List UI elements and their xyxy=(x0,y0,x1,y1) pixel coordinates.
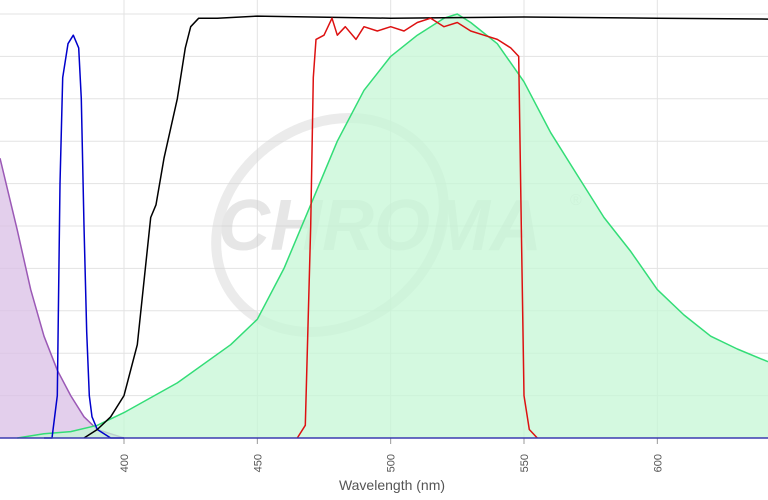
series-line xyxy=(83,15,768,439)
series-line xyxy=(44,34,124,439)
x-tick-label: 500 xyxy=(386,454,398,472)
x-tick-label: 400 xyxy=(119,454,131,472)
x-tick-label: 450 xyxy=(252,454,264,472)
series-area xyxy=(17,14,768,438)
x-tick-label: 600 xyxy=(652,454,664,472)
series-line xyxy=(296,17,538,439)
series-area xyxy=(0,158,124,438)
x-tick-label: 550 xyxy=(519,454,531,472)
x-axis-label: Wavelength (nm) xyxy=(339,477,445,493)
series-line xyxy=(17,13,768,439)
